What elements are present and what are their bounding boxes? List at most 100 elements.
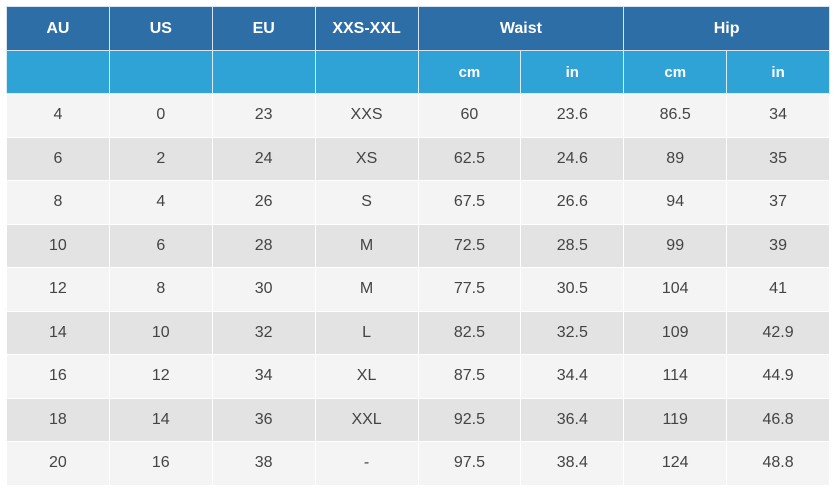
cell-us: 8 (108, 267, 213, 312)
cell-au: 10 (6, 223, 110, 268)
cell-waist-in: 30.5 (520, 267, 625, 312)
cell-hip-in: 34 (726, 93, 831, 138)
cell-au: 20 (6, 441, 110, 486)
cell-au: 6 (6, 136, 110, 181)
cell-waist-in: 32.5 (520, 310, 625, 355)
cell-alpha: XXS (314, 93, 419, 138)
cell-waist-in: 38.4 (520, 441, 625, 486)
cell-eu: 24 (211, 136, 316, 181)
table-row: 4 0 23 XXS 60 23.6 86.5 34 (6, 93, 831, 138)
cell-alpha: - (314, 441, 419, 486)
cell-alpha: XS (314, 136, 419, 181)
table-row: 16 12 34 XL 87.5 34.4 114 44.9 (6, 354, 831, 399)
header-row-primary: AU US EU XXS-XXL Waist Hip (6, 6, 831, 51)
subheader-us-empty (108, 50, 213, 94)
cell-hip-cm: 94 (623, 180, 728, 225)
table-row: 14 10 32 L 82.5 32.5 109 42.9 (6, 310, 831, 355)
cell-waist-cm: 82.5 (417, 310, 522, 355)
cell-us: 12 (108, 354, 213, 399)
cell-hip-in: 39 (726, 223, 831, 268)
cell-waist-cm: 67.5 (417, 180, 522, 225)
cell-hip-cm: 104 (623, 267, 728, 312)
size-chart: AU US EU XXS-XXL Waist Hip cm in cm in 4 (6, 6, 831, 486)
subheader-hip-cm: cm (623, 50, 728, 94)
cell-hip-cm: 124 (623, 441, 728, 486)
cell-au: 16 (6, 354, 110, 399)
cell-hip-in: 41 (726, 267, 831, 312)
cell-hip-in: 46.8 (726, 397, 831, 442)
table-row: 6 2 24 XS 62.5 24.6 89 35 (6, 136, 831, 181)
cell-us: 16 (108, 441, 213, 486)
subheader-alpha-empty (314, 50, 419, 94)
cell-us: 14 (108, 397, 213, 442)
cell-hip-cm: 114 (623, 354, 728, 399)
cell-eu: 34 (211, 354, 316, 399)
cell-us: 2 (108, 136, 213, 181)
cell-au: 14 (6, 310, 110, 355)
cell-waist-in: 23.6 (520, 93, 625, 138)
table-row: 10 6 28 M 72.5 28.5 99 39 (6, 223, 831, 268)
cell-alpha: S (314, 180, 419, 225)
cell-hip-in: 35 (726, 136, 831, 181)
size-chart-body: 4 0 23 XXS 60 23.6 86.5 34 6 2 24 XS 62.… (6, 93, 831, 486)
cell-hip-in: 37 (726, 180, 831, 225)
subheader-waist-cm: cm (417, 50, 522, 94)
cell-eu: 38 (211, 441, 316, 486)
cell-eu: 26 (211, 180, 316, 225)
header-us: US (108, 6, 213, 51)
cell-hip-cm: 109 (623, 310, 728, 355)
cell-eu: 32 (211, 310, 316, 355)
subheader-waist-in: in (520, 50, 625, 94)
cell-alpha: XL (314, 354, 419, 399)
cell-waist-in: 34.4 (520, 354, 625, 399)
cell-eu: 36 (211, 397, 316, 442)
cell-au: 18 (6, 397, 110, 442)
cell-eu: 30 (211, 267, 316, 312)
header-waist: Waist (417, 6, 625, 51)
cell-waist-in: 28.5 (520, 223, 625, 268)
cell-waist-in: 36.4 (520, 397, 625, 442)
table-row: 18 14 36 XXL 92.5 36.4 119 46.8 (6, 397, 831, 442)
cell-eu: 28 (211, 223, 316, 268)
cell-waist-in: 26.6 (520, 180, 625, 225)
header-alpha-size: XXS-XXL (314, 6, 419, 51)
subheader-au-empty (6, 50, 110, 94)
cell-waist-in: 24.6 (520, 136, 625, 181)
cell-alpha: M (314, 267, 419, 312)
header-hip: Hip (623, 6, 831, 51)
cell-hip-cm: 119 (623, 397, 728, 442)
cell-hip-in: 42.9 (726, 310, 831, 355)
table-row: 12 8 30 M 77.5 30.5 104 41 (6, 267, 831, 312)
subheader-hip-in: in (726, 50, 831, 94)
cell-hip-cm: 89 (623, 136, 728, 181)
cell-us: 0 (108, 93, 213, 138)
cell-hip-cm: 99 (623, 223, 728, 268)
cell-waist-cm: 97.5 (417, 441, 522, 486)
cell-waist-cm: 87.5 (417, 354, 522, 399)
header-au: AU (6, 6, 110, 51)
header-eu: EU (211, 6, 316, 51)
cell-waist-cm: 62.5 (417, 136, 522, 181)
table-row: 8 4 26 S 67.5 26.6 94 37 (6, 180, 831, 225)
cell-waist-cm: 92.5 (417, 397, 522, 442)
cell-alpha: L (314, 310, 419, 355)
cell-au: 12 (6, 267, 110, 312)
cell-waist-cm: 72.5 (417, 223, 522, 268)
cell-au: 4 (6, 93, 110, 138)
cell-alpha: XXL (314, 397, 419, 442)
header-row-units: cm in cm in (6, 50, 831, 94)
size-chart-table: AU US EU XXS-XXL Waist Hip cm in cm in 4 (6, 6, 831, 486)
cell-hip-in: 48.8 (726, 441, 831, 486)
cell-hip-in: 44.9 (726, 354, 831, 399)
subheader-eu-empty (211, 50, 316, 94)
cell-us: 10 (108, 310, 213, 355)
cell-au: 8 (6, 180, 110, 225)
cell-us: 6 (108, 223, 213, 268)
table-row: 20 16 38 - 97.5 38.4 124 48.8 (6, 441, 831, 486)
cell-hip-cm: 86.5 (623, 93, 728, 138)
cell-waist-cm: 77.5 (417, 267, 522, 312)
cell-us: 4 (108, 180, 213, 225)
cell-alpha: M (314, 223, 419, 268)
cell-eu: 23 (211, 93, 316, 138)
cell-waist-cm: 60 (417, 93, 522, 138)
